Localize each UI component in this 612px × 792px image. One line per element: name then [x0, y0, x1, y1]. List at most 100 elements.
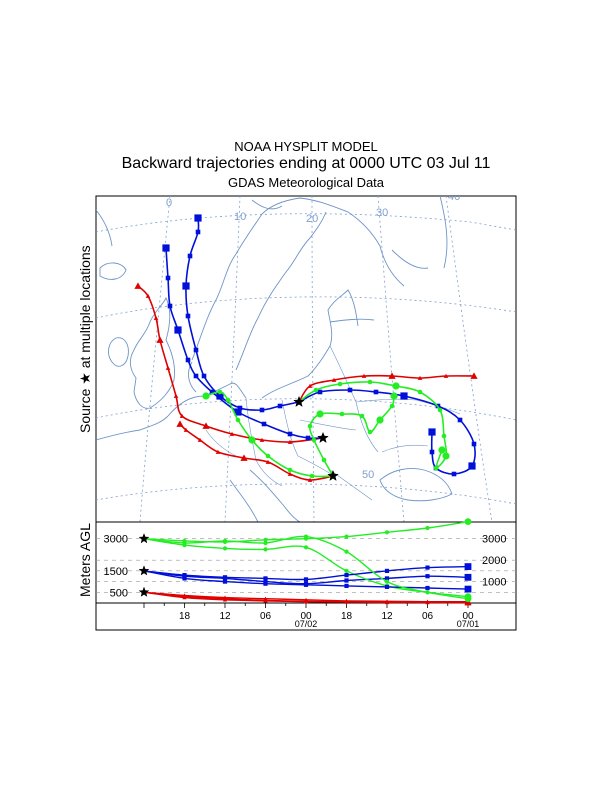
- map-trajectory-6: [182, 214, 300, 413]
- map-marker-9-5: [339, 411, 345, 417]
- map-marker-7-4: [248, 436, 256, 444]
- height-labels: 3000 1500 500 3000 2000 1000: [104, 534, 507, 600]
- greenland-edge: [96, 209, 113, 247]
- height-marker-9-2: [222, 538, 228, 544]
- height-marker-6-8: [464, 518, 472, 525]
- svalbard: [251, 199, 283, 210]
- border-e: [299, 419, 357, 431]
- height-marker-5-6: [384, 568, 390, 573]
- ireland: [108, 337, 129, 367]
- map-marker-6-2: [259, 407, 265, 413]
- map-marker-2-2: [287, 471, 293, 476]
- lon-label-20: 20: [306, 213, 318, 225]
- height-marker-3-2: [222, 546, 228, 551]
- map-marker-5-11: [429, 449, 435, 455]
- height-marker-2-6: [384, 576, 390, 581]
- map-marker-4-4: [234, 408, 242, 416]
- height-marker-7-2: [222, 595, 228, 600]
- map-marker-7-7: [217, 389, 223, 395]
- height-marker-3-4: [303, 545, 309, 550]
- map-marker-4-3: [261, 421, 267, 427]
- border-b: [281, 399, 335, 477]
- map-marker-5-1: [317, 389, 323, 395]
- height-marker-7-4: [303, 597, 309, 602]
- map-marker-1-9: [153, 315, 159, 320]
- height-marker-9-3: [263, 540, 268, 546]
- map-marker-1-1: [287, 439, 293, 444]
- map-marker-9-8: [376, 416, 384, 424]
- height-marker-5-4: [303, 577, 309, 582]
- map-marker-8-9: [433, 465, 439, 471]
- map-marker-4-6: [193, 373, 199, 379]
- map-marker-9-6: [359, 413, 365, 419]
- parallel-60: [96, 296, 516, 319]
- height-series-5: [143, 563, 472, 582]
- height-marker-4-3: [263, 598, 268, 603]
- map-marker-3-4: [388, 372, 396, 379]
- italy: [229, 479, 259, 522]
- height-marker-8-7: [425, 585, 430, 591]
- map-marker-3-1: [307, 383, 313, 388]
- height-marker-9-1: [182, 540, 187, 546]
- lon-label-30: 30: [376, 207, 388, 219]
- right-height-label-0: 3000: [482, 534, 506, 546]
- map-marker-1-8: [156, 336, 164, 343]
- map-marker-5-4: [400, 392, 408, 400]
- source-star-3: [327, 469, 339, 481]
- map-marker-6-6: [193, 347, 199, 353]
- map-marker-9-7: [367, 429, 373, 435]
- height-marker-5-1: [182, 573, 187, 578]
- height-marker-4-4: [303, 599, 309, 604]
- height-marker-6-7: [425, 525, 430, 531]
- map-marker-2-3: [265, 459, 271, 464]
- map-marker-8-10: [438, 446, 446, 454]
- map-trajectory-8: [298, 379, 450, 471]
- height-marker-3-3: [263, 547, 268, 552]
- meridian-30: [377, 196, 405, 522]
- novaya: [439, 196, 448, 269]
- date-label-0: 07/02: [295, 619, 318, 629]
- meridian-40: [445, 196, 493, 522]
- start-height-label-0: 3000: [104, 534, 128, 546]
- map-marker-4-9: [167, 303, 173, 309]
- height-marker-9-6: [384, 579, 390, 584]
- data-source: GDAS Meteorological Data: [227, 175, 385, 190]
- time-tick-label-5: 12: [381, 611, 393, 622]
- map-marker-9-4: [316, 410, 324, 418]
- time-tick-label-6: 06: [422, 611, 434, 622]
- height-marker-8-8: [464, 585, 472, 593]
- time-tick-label-3: 00: [300, 611, 312, 622]
- map-marker-1-7: [165, 365, 171, 370]
- meridian-0: [139, 196, 171, 522]
- map-marker-5-12: [428, 428, 436, 436]
- height-marker-5-5: [344, 573, 349, 578]
- map-trajectory-4: [162, 244, 324, 441]
- map-marker-5-2: [347, 387, 353, 393]
- map-marker-3-5: [417, 375, 423, 380]
- map-marker-1-6: [173, 393, 179, 398]
- height-marker-8-4: [303, 582, 309, 587]
- time-tick-label-1: 12: [219, 611, 231, 622]
- height-marker-4-1: [182, 595, 187, 600]
- lon-label-0: 0: [166, 197, 172, 209]
- map-marker-1-11: [134, 282, 142, 289]
- chart-title: NOAA HYSPLIT MODEL: [234, 139, 378, 154]
- map-marker-1-2: [259, 437, 265, 442]
- height-marker-8-2: [222, 579, 228, 584]
- map-marker-9-9: [389, 403, 395, 409]
- map-marker-1-3: [229, 431, 235, 436]
- map-marker-2-8: [176, 420, 184, 427]
- time-tick-label-7: 00: [462, 611, 474, 622]
- map-marker-1-5: [179, 413, 185, 418]
- height-marker-6-6: [384, 530, 390, 535]
- time-tick-label-0: 18: [179, 611, 191, 622]
- map-marker-6-1: [277, 403, 283, 409]
- map-marker-5-3: [373, 389, 379, 395]
- meridian-10: [224, 196, 241, 522]
- map-marker-9-2: [311, 437, 317, 443]
- height-marker-3-5: [344, 568, 349, 574]
- height-marker-9-7: [425, 590, 430, 595]
- lon-label-10: 10: [234, 211, 246, 223]
- map-trajectory-9: [307, 392, 398, 477]
